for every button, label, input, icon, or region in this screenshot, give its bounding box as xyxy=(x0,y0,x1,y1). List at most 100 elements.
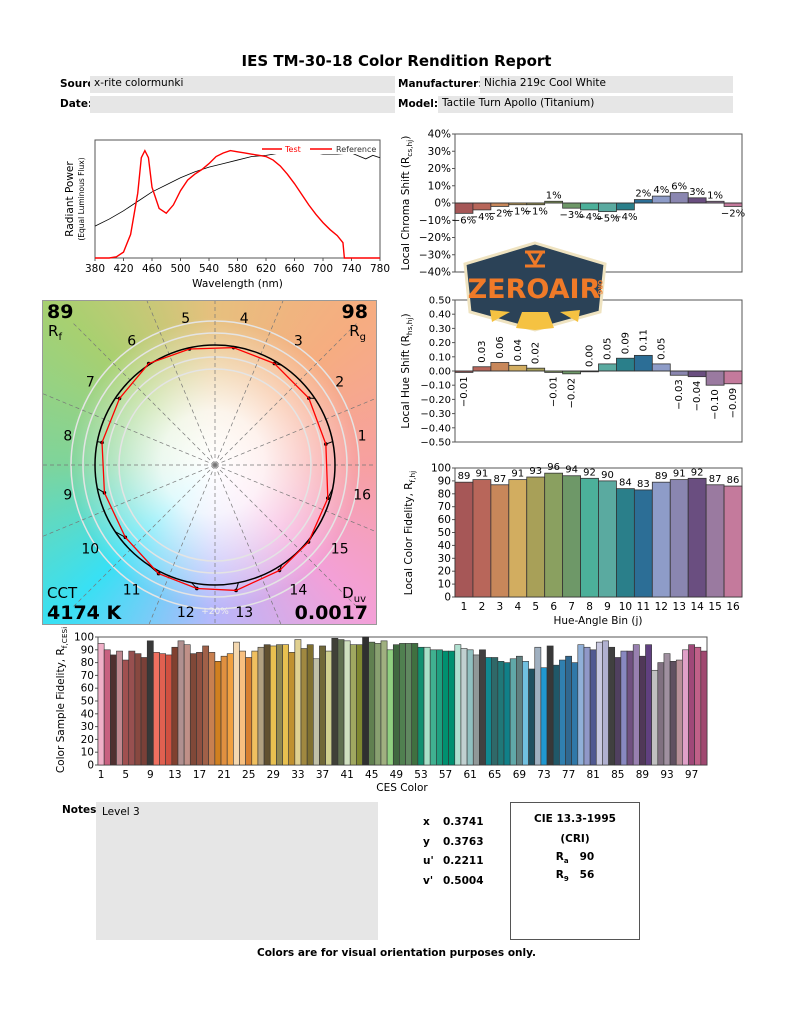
bar-label: 4% xyxy=(653,185,669,196)
bar xyxy=(417,646,425,766)
bar xyxy=(325,650,333,766)
chroma-v: v' 0.5004 xyxy=(423,874,484,887)
y-tick-label: 80 xyxy=(438,488,451,500)
y-tick-label: 0.20 xyxy=(429,338,451,349)
y-axis-title: Local Hue Shift (Rhs,hj) xyxy=(400,313,414,428)
chroma-y: y 0.3763 xyxy=(423,835,484,848)
bar-label: 91 xyxy=(511,469,524,480)
bar-label: −0.09 xyxy=(728,388,739,419)
hue-bin-number: 12 xyxy=(177,605,195,621)
reference-ring xyxy=(118,368,312,562)
bar xyxy=(687,370,707,378)
bar xyxy=(239,650,246,766)
hue-bin-number: 14 xyxy=(289,583,307,599)
bar xyxy=(497,661,505,766)
bar xyxy=(276,644,283,766)
y-tick-label: −0.20 xyxy=(420,395,451,406)
date-field xyxy=(90,96,395,113)
x-tick-label: 13 xyxy=(168,769,181,781)
bar xyxy=(319,645,326,766)
hue-bin-boundary xyxy=(146,301,216,466)
bar xyxy=(598,363,617,372)
x-tick-label: 5 xyxy=(532,601,539,613)
bar-label: 94 xyxy=(565,465,578,476)
hue-bin-number: 11 xyxy=(123,583,141,599)
x-tick-label: 41 xyxy=(340,769,353,781)
x-tick-label: 49 xyxy=(390,769,403,781)
x-tick-label: 8 xyxy=(586,601,593,613)
x-tick-label: 4 xyxy=(514,601,521,613)
bar-label: 90 xyxy=(601,470,614,481)
bar xyxy=(669,192,689,204)
y-tick-label: 100 xyxy=(74,632,94,644)
model-field: Tactile Turn Apollo (Titanium) xyxy=(438,96,733,113)
cri-subtitle: (CRI) xyxy=(560,833,590,845)
rf-label: Rf xyxy=(48,322,62,343)
legend-label-reference: Reference xyxy=(336,145,376,154)
y-tick-label: −40% xyxy=(419,267,451,279)
bar xyxy=(263,644,271,766)
bar xyxy=(233,641,240,766)
x-tick-label: 620 xyxy=(256,263,276,275)
y-axis-subtitle: (Equal Luminous Flux) xyxy=(77,157,86,240)
y-tick-label: −0.30 xyxy=(420,409,451,420)
x-tick-label: 380 xyxy=(85,263,105,275)
y-tick-label: −10% xyxy=(419,215,451,227)
bar xyxy=(116,650,123,766)
bar xyxy=(546,645,554,766)
y-tick-label: 10 xyxy=(438,579,451,591)
bar-label: −4% xyxy=(470,212,494,223)
bar-label: −1% xyxy=(506,207,530,218)
y-tick-label: 90 xyxy=(81,644,94,656)
bar xyxy=(442,650,449,766)
y-axis-title: Local Color Fidelity, Rf,hj xyxy=(403,471,417,595)
bar-label: 92 xyxy=(583,467,596,478)
bar xyxy=(472,654,480,766)
cri-box: CIE 13.3-1995 (CRI) Ra 90 R9 56 xyxy=(510,802,640,940)
notes-box: Level 3 xyxy=(96,802,378,940)
y-tick-label: 0 xyxy=(444,592,451,604)
x-tick-label: 5 xyxy=(122,769,129,781)
y-tick-label: 10 xyxy=(81,747,94,759)
y-tick-label: 0.50 xyxy=(429,296,451,307)
bar xyxy=(460,648,468,766)
bar xyxy=(343,640,351,766)
x-tick-label: 17 xyxy=(193,769,206,781)
x-tick-label: 93 xyxy=(660,769,673,781)
bar xyxy=(723,370,743,385)
bar-label: 0.05 xyxy=(656,338,667,360)
bar xyxy=(306,644,314,766)
bar-label: −0.02 xyxy=(567,378,578,409)
bar-label: 86 xyxy=(727,475,740,486)
y-axis-title: Radiant Power xyxy=(64,161,76,237)
source-field: x-rite colormunki xyxy=(90,76,395,93)
bar-label: 87 xyxy=(493,474,506,485)
bar-label: 91 xyxy=(673,469,686,480)
bar xyxy=(598,480,617,598)
y-tick-label: 70 xyxy=(81,670,94,682)
x-tick-label: 89 xyxy=(636,769,649,781)
cri-title: CIE 13.3-1995 xyxy=(534,813,616,825)
bar-label: 2% xyxy=(635,189,651,200)
x-tick-label: 15 xyxy=(708,601,721,613)
hue-bin-boundary xyxy=(214,301,284,466)
y-tick-label: 0 xyxy=(87,760,94,772)
bar xyxy=(694,646,702,766)
bar xyxy=(220,655,228,766)
bar xyxy=(392,644,400,766)
legend-label-test: Test xyxy=(284,145,301,154)
bar-label: 92 xyxy=(691,467,704,478)
chroma-u: u' 0.2211 xyxy=(423,855,484,867)
y-tick-label: 10% xyxy=(428,180,451,192)
bar xyxy=(245,657,253,766)
bar xyxy=(682,649,689,766)
bar xyxy=(540,667,548,766)
bar-label: 1% xyxy=(546,190,562,201)
reference-ring xyxy=(82,332,348,598)
rf-value: 89 xyxy=(47,301,74,323)
plot-frame xyxy=(94,139,381,259)
bar xyxy=(436,649,443,766)
chroma-x: x 0.3741 xyxy=(423,816,484,828)
